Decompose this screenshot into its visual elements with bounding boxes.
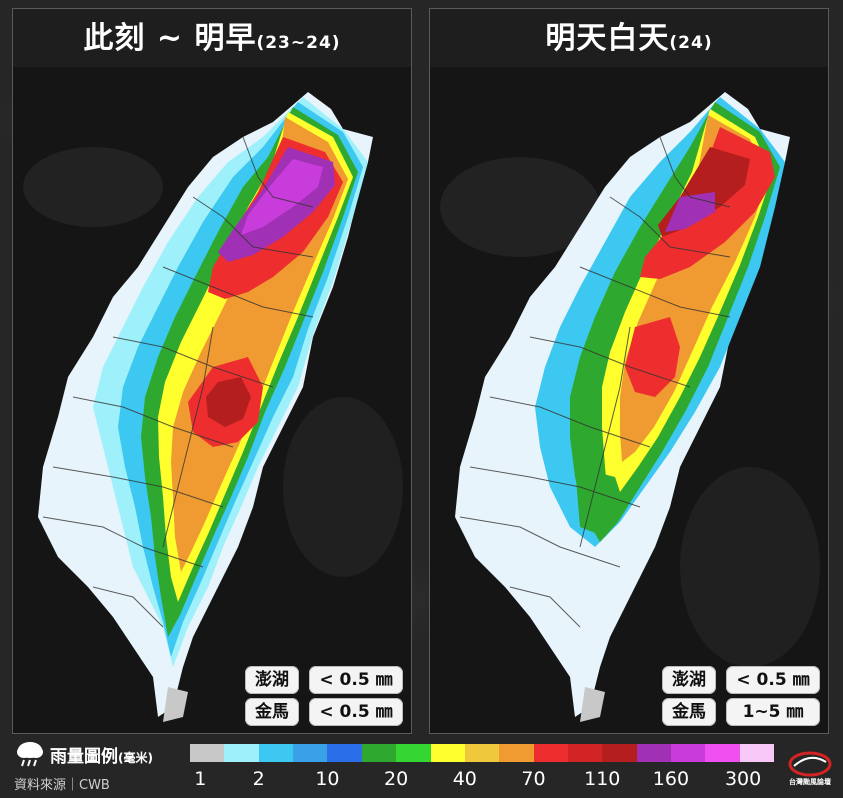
- forecast-panel-tomorrow: 明天白天(24) 澎湖 < 0.5 ㎜ 金馬 1~5 ㎜: [429, 8, 829, 734]
- scale-tick-label: 160: [652, 768, 690, 790]
- penghu-label: 澎湖: [245, 666, 299, 694]
- scale-tick-label: 70: [521, 768, 546, 790]
- color-scale: [190, 744, 775, 762]
- scale-swatch: [396, 744, 431, 762]
- legend-unit: (毫米): [118, 751, 153, 765]
- kinmen-label: 金馬: [245, 698, 299, 726]
- kinmen-label: 金馬: [662, 698, 716, 726]
- scale-tick-label: 2: [252, 768, 265, 790]
- data-source: 資料來源｜CWB: [14, 778, 110, 793]
- scale-tick-label: 20: [384, 768, 409, 790]
- scale-swatch: [499, 744, 534, 762]
- scale-tick-label: 10: [315, 768, 340, 790]
- kinmen-value: 1~5 ㎜: [726, 698, 820, 726]
- panel-title-text: 此刻 ~ 明早: [83, 21, 257, 56]
- panel-subtitle: (23~24): [256, 33, 341, 53]
- scale-swatch: [464, 744, 500, 762]
- penghu-value: < 0.5 ㎜: [726, 666, 820, 694]
- scale-tick-label: 110: [584, 768, 621, 790]
- forum-logo: 台灣颱風論壇: [788, 751, 832, 786]
- scale-swatch: [430, 744, 465, 762]
- panel-title: 明天白天(24): [430, 9, 828, 67]
- rain-cloud-icon: [17, 742, 43, 767]
- scale-swatch: [361, 744, 397, 762]
- panel-subtitle: (24): [669, 33, 713, 53]
- scale-swatch: [258, 744, 294, 762]
- rainfall-legend: 雨量圖例(毫米) 資料來源｜CWB 1 2 10 20 40 70 110 160 300 台灣…: [0, 736, 843, 798]
- svg-text:台灣颱風論壇: 台灣颱風論壇: [789, 777, 831, 786]
- scale-swatch: [533, 744, 568, 762]
- rainfall-map-tonight: [13, 67, 411, 733]
- scale-swatch: [567, 744, 603, 762]
- scale-swatch: [739, 744, 775, 762]
- scale-swatch: [293, 744, 328, 762]
- scale-tick-label: 300: [724, 768, 762, 790]
- penghu-label: 澎湖: [662, 666, 716, 694]
- scale-swatch: [327, 744, 362, 762]
- scale-swatch: [190, 744, 225, 762]
- penghu-value: < 0.5 ㎜: [309, 666, 403, 694]
- kinmen-value: < 0.5 ㎜: [309, 698, 403, 726]
- scale-swatch: [671, 744, 706, 762]
- scale-tick-label: 40: [452, 768, 477, 790]
- legend-title-text: 雨量圖例: [50, 747, 118, 767]
- panel-title: 此刻 ~ 明早(23~24): [13, 9, 411, 67]
- scale-tick-label: 1: [194, 768, 207, 790]
- scale-swatch: [602, 744, 637, 762]
- scale-swatch: [636, 744, 672, 762]
- scale-swatch: [705, 744, 740, 762]
- rainfall-map-tomorrow: [430, 67, 828, 733]
- forecast-panel-tonight: 此刻 ~ 明早(23~24) 澎湖 < 0.5 ㎜: [12, 8, 412, 734]
- scale-swatch: [224, 744, 259, 762]
- legend-title: 雨量圖例(毫米): [50, 742, 153, 767]
- panel-title-text: 明天白天: [545, 21, 670, 56]
